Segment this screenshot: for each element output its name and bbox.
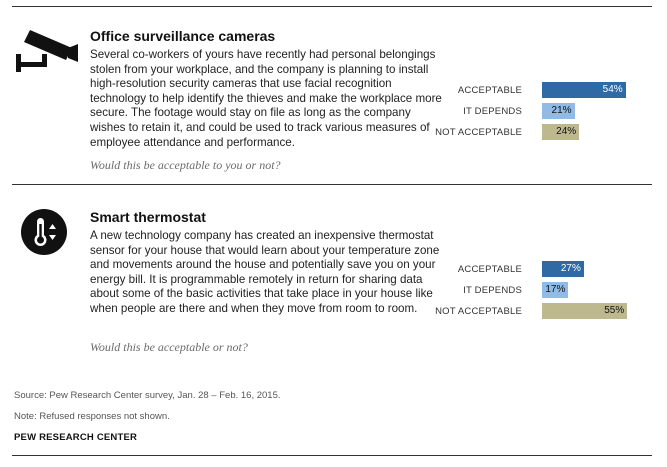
category-label: ACCEPTABLE <box>457 85 522 96</box>
category-label: IT DEPENDS <box>463 285 522 296</box>
bar: 54% <box>542 82 626 98</box>
thermometer-icon <box>21 209 67 255</box>
bar: 17% <box>542 282 569 298</box>
chart-thermostat: ACCEPTABLE 27% IT DEPENDS 17% NOT ACCEPTABLE… <box>420 261 650 321</box>
panel-description: Several co-workers of yours have recentl… <box>90 48 442 149</box>
panel-question: Would this be acceptable or not? <box>90 340 248 354</box>
category-label: ACCEPTABLE <box>457 264 522 275</box>
category-label: NOT ACCEPTABLE <box>435 127 522 138</box>
brand-name: PEW RESEARCH CENTER <box>14 432 138 443</box>
panel-question: Would this be acceptable to you or not? <box>90 158 281 172</box>
footnote: Note: Refused responses not shown. <box>14 411 170 422</box>
bar: 21% <box>542 103 575 119</box>
source-note: Source: Pew Research Center survey, Jan.… <box>14 390 281 401</box>
surveillance-camera-icon <box>16 30 78 72</box>
data-label: 27% <box>560 263 581 274</box>
panel-title: Office surveillance cameras <box>90 28 276 44</box>
bar: 24% <box>542 124 580 140</box>
bottom-rule <box>12 455 652 456</box>
bar: 55% <box>542 303 628 319</box>
panel-title: Smart thermostat <box>90 209 206 225</box>
top-rule <box>12 6 652 7</box>
panel-description: A new technology company has created an … <box>90 229 440 315</box>
category-label: NOT ACCEPTABLE <box>435 306 522 317</box>
data-label: 21% <box>551 105 572 116</box>
middle-rule <box>12 184 652 185</box>
data-label: 24% <box>556 126 577 137</box>
data-label: 17% <box>545 284 566 295</box>
category-label: IT DEPENDS <box>463 106 522 117</box>
bar: 27% <box>542 261 584 277</box>
data-label: 55% <box>604 305 625 316</box>
data-label: 54% <box>602 84 623 95</box>
chart-surveillance: ACCEPTABLE 54% IT DEPENDS 21% NOT ACCEPTABLE… <box>420 82 650 142</box>
